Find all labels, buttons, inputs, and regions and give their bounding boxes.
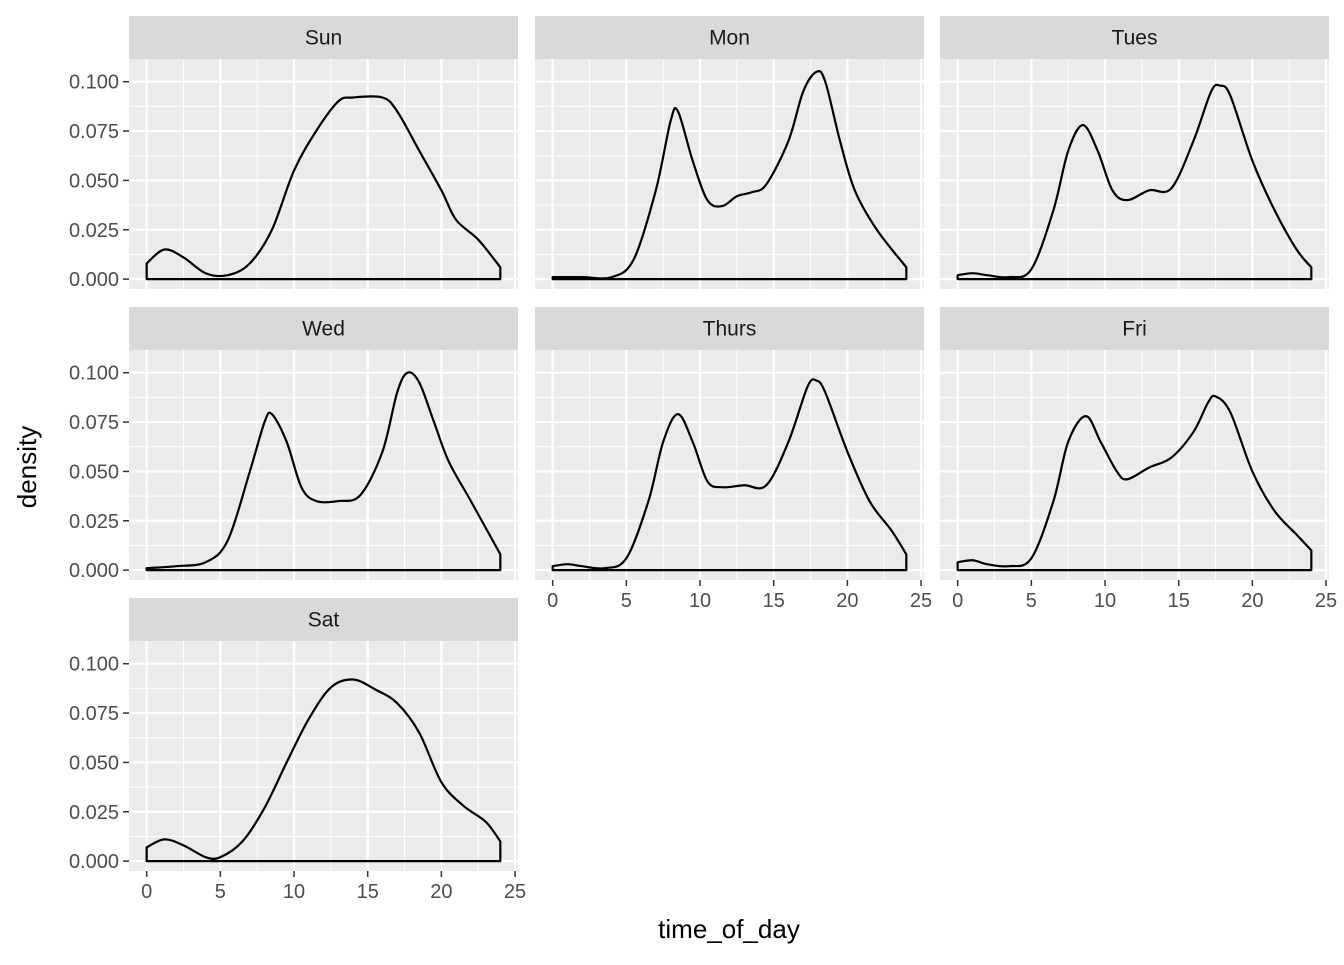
x-tick-label: 10 — [1094, 590, 1116, 612]
panel-bg-tues — [940, 59, 1329, 289]
panel-bg-thurs — [535, 350, 924, 580]
x-tick-label: 0 — [141, 881, 152, 903]
strip-label-fri: Fri — [1122, 318, 1147, 341]
strip-wed — [129, 307, 518, 350]
y-tick-label: 0.050 — [69, 170, 119, 192]
y-axis-title: density — [12, 426, 42, 508]
y-tick-label: 0.075 — [69, 412, 119, 434]
panel-bg-sun — [129, 59, 518, 289]
x-tick-label: 5 — [1026, 590, 1037, 612]
strip-label-mon: Mon — [709, 27, 750, 50]
facet-wed: Wed 0.000 0.025 0.050 0.075 0.100 — [69, 307, 518, 582]
y-tick-label: 0.025 — [69, 802, 119, 824]
panel-bg-mon — [535, 59, 924, 289]
x-tick-label: 25 — [1315, 590, 1337, 612]
y-tick-label: 0.100 — [69, 363, 119, 385]
strip-mon — [535, 16, 924, 59]
x-tick-label: 15 — [357, 881, 379, 903]
strip-sun — [129, 16, 518, 59]
facet-tues: Tues — [940, 16, 1329, 289]
strip-label-tues: Tues — [1112, 27, 1158, 50]
y-tick-label: 0.000 — [69, 560, 119, 582]
y-tick-label: 0.100 — [69, 654, 119, 676]
y-tick-label: 0.050 — [69, 461, 119, 483]
density-curve-sat — [145, 678, 502, 863]
panel-bg-sat — [129, 641, 518, 871]
x-tick-label: 15 — [1168, 590, 1190, 612]
x-tick-label: 10 — [283, 881, 305, 903]
panel-bg-wed — [129, 350, 518, 580]
y-tick-label: 0.025 — [69, 511, 119, 533]
x-tick-label: 5 — [215, 881, 226, 903]
facet-sat: Sat 0.000 0.025 0.050 0.075 0.100 0 5 10 15 20 25 — [69, 598, 526, 903]
density-curve-sun — [145, 95, 502, 281]
y-tick-label: 0.075 — [69, 703, 119, 725]
y-tick-label: 0.075 — [69, 121, 119, 143]
y-tick-label: 0.100 — [69, 72, 119, 94]
x-tick-label: 20 — [836, 590, 858, 612]
facet-mon: Mon — [535, 16, 924, 289]
strip-fri — [940, 307, 1329, 350]
x-tick-label: 20 — [430, 881, 452, 903]
facet-fri: Fri 0 5 10 15 20 25 — [940, 307, 1337, 612]
x-tick-label: 10 — [689, 590, 711, 612]
strip-thurs — [535, 307, 924, 350]
x-tick-label: 20 — [1241, 590, 1263, 612]
x-axis-title: time_of_day — [658, 914, 800, 944]
y-tick-label: 0.000 — [69, 851, 119, 873]
panel-bg-fri — [940, 350, 1329, 580]
strip-label-wed: Wed — [302, 318, 345, 341]
y-tick-label: 0.000 — [69, 269, 119, 291]
x-tick-label: 15 — [763, 590, 785, 612]
x-tick-label: 5 — [621, 590, 632, 612]
strip-label-sun: Sun — [305, 27, 342, 50]
x-tick-label: 25 — [910, 590, 932, 612]
strip-label-sat: Sat — [308, 609, 340, 632]
x-tick-label: 0 — [547, 590, 558, 612]
y-tick-label: 0.025 — [69, 220, 119, 242]
facet-sun: Sun 0.000 0.025 0.050 0.075 0.100 — [69, 16, 518, 291]
density-curve-thurs — [551, 378, 908, 572]
x-tick-label: 0 — [952, 590, 963, 612]
density-curve-wed — [145, 371, 502, 572]
x-tick-label: 25 — [504, 881, 526, 903]
density-curve-fri — [956, 394, 1313, 572]
density-curve-tues — [956, 83, 1313, 281]
strip-tues — [940, 16, 1329, 59]
facet-thurs: Thurs 0 5 10 15 20 25 — [535, 307, 932, 612]
density-curve-mon — [551, 69, 908, 281]
strip-sat — [129, 598, 518, 641]
y-tick-label: 0.050 — [69, 752, 119, 774]
strip-label-thurs: Thurs — [703, 318, 757, 341]
